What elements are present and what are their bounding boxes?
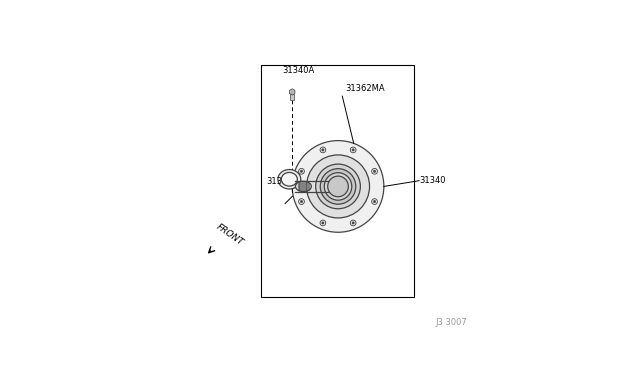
Text: 31340A: 31340A bbox=[283, 66, 315, 75]
Circle shape bbox=[299, 199, 305, 205]
Text: 31362MA: 31362MA bbox=[345, 84, 385, 93]
Ellipse shape bbox=[324, 173, 352, 200]
Ellipse shape bbox=[320, 169, 356, 204]
Ellipse shape bbox=[316, 164, 360, 209]
Circle shape bbox=[352, 222, 355, 224]
Text: 31340: 31340 bbox=[420, 176, 446, 185]
Ellipse shape bbox=[295, 181, 312, 192]
Text: FRONT: FRONT bbox=[214, 222, 244, 247]
Text: J3 3007: J3 3007 bbox=[435, 318, 467, 327]
Circle shape bbox=[299, 169, 305, 174]
Ellipse shape bbox=[282, 173, 298, 186]
Circle shape bbox=[373, 201, 376, 203]
Ellipse shape bbox=[328, 176, 348, 197]
Circle shape bbox=[350, 147, 356, 153]
Text: 31344: 31344 bbox=[266, 177, 293, 186]
Circle shape bbox=[320, 220, 326, 226]
Circle shape bbox=[300, 201, 303, 203]
Circle shape bbox=[322, 222, 324, 224]
Circle shape bbox=[350, 220, 356, 226]
Ellipse shape bbox=[278, 170, 301, 189]
Ellipse shape bbox=[292, 141, 384, 232]
Ellipse shape bbox=[307, 155, 369, 218]
Circle shape bbox=[322, 149, 324, 151]
Circle shape bbox=[373, 170, 376, 173]
Circle shape bbox=[320, 147, 326, 153]
Circle shape bbox=[372, 199, 378, 205]
Bar bbox=[290, 94, 294, 100]
Bar bbox=[260, 65, 414, 297]
Circle shape bbox=[352, 149, 355, 151]
Circle shape bbox=[372, 169, 378, 174]
Circle shape bbox=[300, 170, 303, 173]
